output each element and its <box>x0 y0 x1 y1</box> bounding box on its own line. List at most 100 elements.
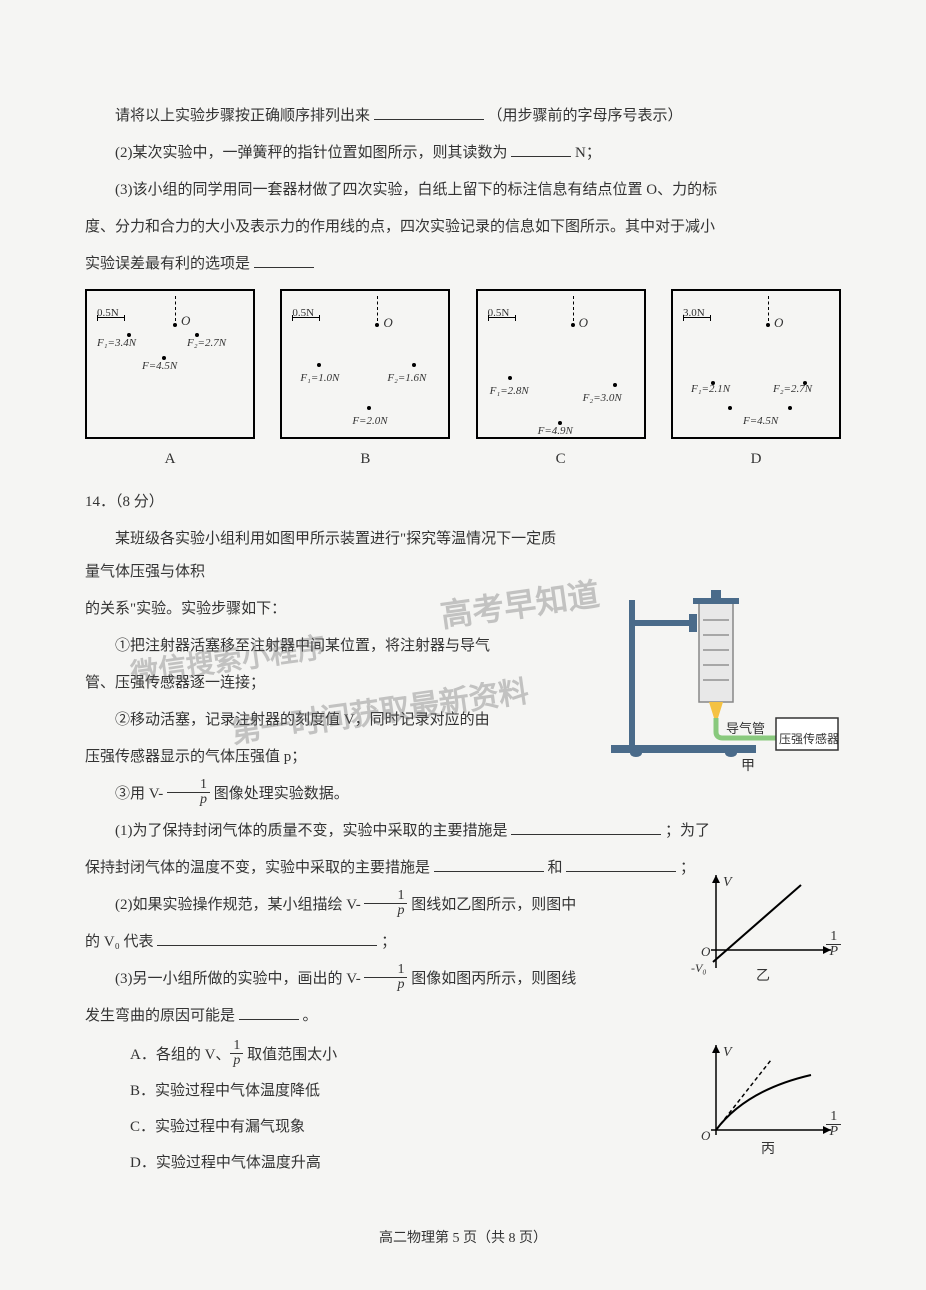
text: 和 <box>548 860 563 876</box>
scale-line <box>683 317 711 318</box>
frac-icon: 1p <box>167 778 210 807</box>
label-c: C <box>476 443 646 476</box>
f-c: F=4.9N <box>538 419 573 443</box>
fig-jia-label: 甲 <box>741 752 755 783</box>
blank-reading <box>511 142 571 157</box>
o-dash <box>573 296 574 321</box>
text: N； <box>575 145 601 161</box>
text: 图线如乙图所示，则图中 <box>407 897 576 913</box>
f-a: F=4.5N <box>142 354 177 378</box>
blank <box>239 1005 299 1020</box>
graph-bing-label: 丙 <box>761 1135 775 1166</box>
diagram-d: 3.0N O F₁=2.1N F₂=2.7N F=4.5N <box>671 289 841 439</box>
f1-c: F₁=2.8N <box>490 379 529 403</box>
q3-line-a: (3)该小组的同学用同一套器材做了四次实验，白纸上留下的标注信息有结点位置 O、… <box>85 174 841 207</box>
text: (1)为了保持封闭气体的质量不变，实验中采取的主要措施是 <box>115 823 508 839</box>
sensor-label: 压强传感器 <box>779 726 839 752</box>
frac-icon: 1p <box>364 889 407 918</box>
frac-icon: 1p <box>364 963 407 992</box>
graph-yi: V O -V₀ 1P 乙 <box>691 870 841 980</box>
blank <box>566 857 676 872</box>
label-a: A <box>85 443 255 476</box>
f1-a: F₁=3.4N <box>97 331 136 355</box>
blank-q3 <box>254 253 314 268</box>
dot <box>766 323 770 327</box>
ylabel: V <box>723 1038 732 1069</box>
label-b: B <box>280 443 450 476</box>
text: 。 <box>303 1008 318 1024</box>
v0: -V₀ <box>691 955 707 981</box>
text: 图像处理实验数据。 <box>210 786 349 802</box>
dot <box>788 406 792 410</box>
q3-line-b: 度、分力和合力的大小及表示力的作用线的点，四次实验记录的信息如下图所示。其中对于… <box>85 211 841 244</box>
q14-step3: ③用 V- 1p 图像处理实验数据。 <box>85 778 841 811</box>
text: 发生弯曲的原因可能是 <box>85 1008 235 1024</box>
text: ； <box>381 934 396 950</box>
scale-d: 3.0N <box>683 301 705 325</box>
origin: O <box>701 1122 710 1151</box>
text: 图像如图丙所示，则图线 <box>407 971 576 987</box>
o-dash <box>768 296 769 321</box>
blank <box>434 857 544 872</box>
frac-icon: 1p <box>230 1039 243 1068</box>
f1-b: F₁=1.0N <box>300 366 339 390</box>
xlabel: 1P <box>826 1112 841 1141</box>
ylabel: V <box>723 868 732 899</box>
tube-label: 导气管 <box>726 715 765 744</box>
q14-sub1: (1)为了保持封闭气体的质量不变，实验中采取的主要措施是 ；为了 <box>85 815 841 848</box>
q3-line-c: 实验误差最有利的选项是 <box>85 248 841 281</box>
o-point: O <box>774 309 783 338</box>
scale-line <box>97 317 125 318</box>
text: A．各组的 V、 <box>130 1047 230 1063</box>
label-d: D <box>671 443 841 476</box>
text: 实验误差最有利的选项是 <box>85 256 250 272</box>
step-order-line: 请将以上实验步骤按正确顺序排列出来 （用步骤前的字母序号表示） <box>85 100 841 133</box>
blank <box>157 931 377 946</box>
diagram-row: 0.5N O F₁=3.4N F₂=2.7N F=4.5N 0.5N O F₁=… <box>85 289 841 439</box>
text: (2)某次实验中，一弹簧秤的指针位置如图所示，则其读数为 <box>115 145 508 161</box>
graph-bing: V O 1P 丙 <box>691 1040 841 1150</box>
blank-step-order <box>374 105 484 120</box>
text: 保持封闭气体的温度不变，实验中采取的主要措施是 <box>85 860 430 876</box>
o-dash <box>175 296 176 321</box>
text: 的 V₀ 代表 <box>85 934 154 950</box>
f2-c: F₂=3.0N <box>583 386 622 410</box>
scale-a: 0.5N <box>97 301 119 325</box>
q14-intro-a: 某班级各实验小组利用如图甲所示装置进行"探究等温情况下一定质量气体压强与体积 <box>85 523 841 589</box>
f2-b: F₂=1.6N <box>387 366 426 390</box>
dot <box>173 323 177 327</box>
f2-d: F₂=2.7N <box>773 377 812 401</box>
text: (3)另一小组所做的实验中，画出的 V- <box>115 971 364 987</box>
diagram-b: 0.5N O F₁=1.0N F₂=1.6N F=2.0N <box>280 289 450 439</box>
diagram-labels: A B C D <box>85 443 841 476</box>
scale-b: 0.5N <box>292 301 314 325</box>
text: 请将以上实验步骤按正确顺序排列出来 <box>115 108 370 124</box>
f-b: F=2.0N <box>352 409 387 433</box>
dot <box>375 323 379 327</box>
o-dash <box>377 296 378 321</box>
text: ③用 V- <box>115 786 167 802</box>
q14-number: 14．（8 分） <box>85 486 841 519</box>
reading-line: (2)某次实验中，一弹簧秤的指针位置如图所示，则其读数为 N； <box>85 137 841 170</box>
q14-sub3-cont: 发生弯曲的原因可能是 。 <box>85 1000 841 1033</box>
apparatus-figure: 导气管 压强传感器 甲 <box>581 590 841 770</box>
graph-yi-label: 乙 <box>756 962 770 993</box>
option-d: D．实验过程中气体温度升高 <box>130 1145 841 1181</box>
text: (2)如果实验操作规范，某小组描绘 V- <box>115 897 364 913</box>
dot <box>571 323 575 327</box>
diagram-a: 0.5N O F₁=3.4N F₂=2.7N F=4.5N <box>85 289 255 439</box>
scale-line <box>292 317 320 318</box>
page-footer: 高二物理第 5 页（共 8 页） <box>0 1224 926 1255</box>
graph-bing-svg <box>691 1040 841 1150</box>
f-d: F=4.5N <box>743 409 778 433</box>
blank <box>511 820 661 835</box>
text: （用步骤前的字母序号表示） <box>488 108 683 124</box>
f1-d: F₁=2.1N <box>691 377 730 401</box>
diagram-c: 0.5N O F₁=2.8N F₂=3.0N F=4.9N <box>476 289 646 439</box>
xlabel: 1P <box>826 932 841 961</box>
o-point: O <box>579 309 588 338</box>
f2-a: F₂=2.7N <box>187 331 226 355</box>
dot <box>728 406 732 410</box>
o-point: O <box>383 309 392 338</box>
scale-line <box>488 317 516 318</box>
